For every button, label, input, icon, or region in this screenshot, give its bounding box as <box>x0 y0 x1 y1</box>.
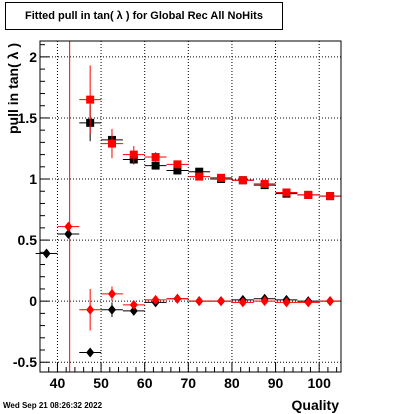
y-axis-label-text: pull in tan( λ ) <box>5 43 21 134</box>
data-point-diamond <box>151 294 160 305</box>
data-point-square <box>326 192 335 201</box>
y-tick-label: -0.5 <box>13 354 37 370</box>
chart-title-text: Fitted pull in tan( λ ) for Global Rec A… <box>25 10 263 22</box>
data-point-diamond <box>326 296 335 307</box>
data-point-square <box>129 150 138 159</box>
x-tick-label: 100 <box>308 375 332 391</box>
data-point-diamond <box>304 297 313 308</box>
series-3 <box>57 221 341 331</box>
grid-layer <box>40 41 341 372</box>
data-point-diamond <box>86 304 95 315</box>
data-point-square <box>238 176 247 185</box>
y-tick-label: 1 <box>29 171 37 187</box>
axes-layer: 40 50 60 70 80 90 100 -0.5 0 0.5 1 1.5 2 <box>13 40 342 391</box>
x-tick-label: 60 <box>137 375 153 391</box>
data-point-diamond <box>107 288 116 299</box>
chart-title: Fitted pull in tan( λ ) for Global Rec A… <box>5 2 283 30</box>
data-point-square <box>173 160 182 169</box>
y-tick-label: 0.5 <box>18 232 38 248</box>
x-tick-label: 90 <box>268 375 284 391</box>
data-point-diamond <box>64 228 73 239</box>
x-tick-label: 40 <box>50 375 66 391</box>
x-tick-label: 50 <box>93 375 109 391</box>
y-tick-label: 1.5 <box>18 110 38 126</box>
data-point-square <box>217 173 226 182</box>
data-point-square <box>107 139 116 148</box>
data-point-square <box>282 188 291 197</box>
marks-layer <box>35 65 341 358</box>
y-tick-label: 0 <box>29 293 37 309</box>
y-axis-label: pull in tan( λ ) <box>5 43 25 140</box>
series-1 <box>79 65 341 201</box>
date-stamp: Wed Sep 21 08:26:32 2022 <box>3 401 103 410</box>
data-point-square <box>86 95 95 104</box>
data-point-diamond <box>195 296 204 307</box>
data-point-diamond <box>107 304 116 315</box>
data-point-square <box>260 179 269 188</box>
data-point-diamond <box>260 296 269 307</box>
data-point-square <box>173 166 182 175</box>
series-0 <box>79 104 341 201</box>
x-tick-label: 80 <box>224 375 240 391</box>
y-tick-label: 2 <box>29 49 37 65</box>
data-point-diamond <box>129 299 138 310</box>
data-point-square <box>151 161 160 170</box>
data-point-diamond <box>64 221 73 232</box>
data-point-diamond <box>238 297 247 308</box>
data-point-square <box>195 167 204 176</box>
data-point-diamond <box>86 347 95 358</box>
plot-frame <box>39 40 342 373</box>
data-point-diamond <box>42 248 51 259</box>
data-point-diamond <box>217 296 226 307</box>
x-axis-label: Quality <box>291 397 339 413</box>
data-point-square <box>195 172 204 181</box>
x-tick-label: 70 <box>181 375 197 391</box>
data-point-diamond <box>173 293 182 304</box>
data-point-diamond <box>282 297 291 308</box>
data-point-diamond <box>129 305 138 316</box>
data-point-square <box>151 153 160 162</box>
data-point-square <box>304 190 313 199</box>
